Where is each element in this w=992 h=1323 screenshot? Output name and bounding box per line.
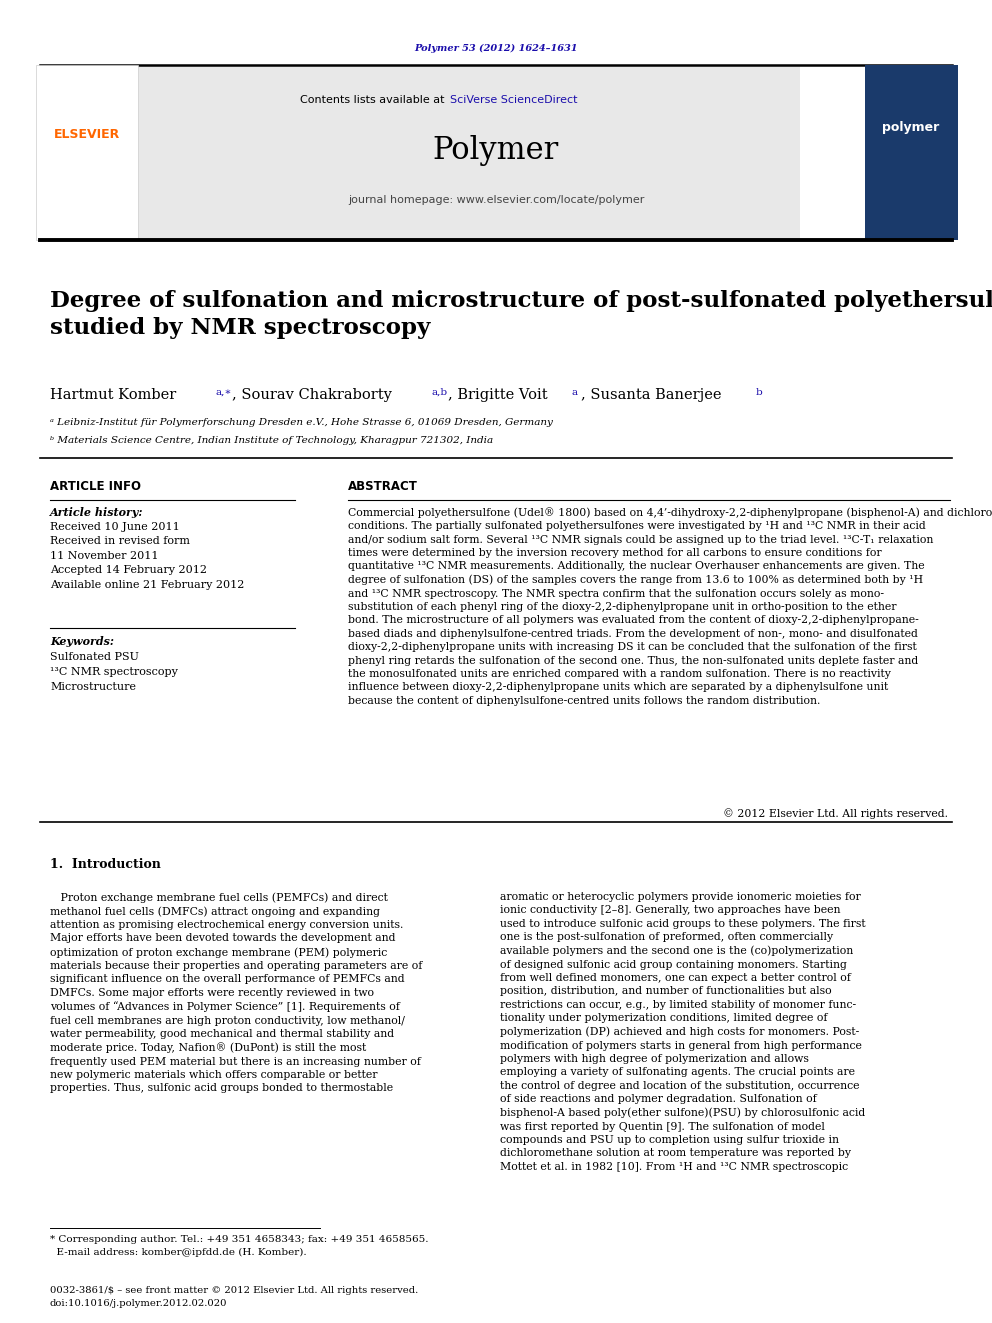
- Text: a,b: a,b: [432, 388, 448, 397]
- Text: , Sourav Chakraborty: , Sourav Chakraborty: [232, 388, 392, 402]
- Text: Polymer 53 (2012) 1624–1631: Polymer 53 (2012) 1624–1631: [415, 44, 577, 53]
- Text: ABSTRACT: ABSTRACT: [348, 480, 418, 493]
- FancyBboxPatch shape: [65, 65, 800, 239]
- Text: Degree of sulfonation and microstructure of post-sulfonated polyethersulfone
stu: Degree of sulfonation and microstructure…: [50, 290, 992, 339]
- Text: Hartmut Komber: Hartmut Komber: [50, 388, 177, 402]
- Text: * Corresponding author. Tel.: +49 351 4658343; fax: +49 351 4658565.
  E-mail ad: * Corresponding author. Tel.: +49 351 46…: [50, 1234, 429, 1257]
- Text: a,∗: a,∗: [216, 388, 232, 397]
- Text: Proton exchange membrane fuel cells (PEMFCs) and direct
methanol fuel cells (DMF: Proton exchange membrane fuel cells (PEM…: [50, 892, 423, 1093]
- Text: a: a: [572, 388, 578, 397]
- Text: SciVerse ScienceDirect: SciVerse ScienceDirect: [450, 95, 577, 105]
- Text: © 2012 Elsevier Ltd. All rights reserved.: © 2012 Elsevier Ltd. All rights reserved…: [723, 808, 948, 819]
- Text: Commercial polyethersulfone (Udel® 1800) based on 4,4’-dihydroxy-2,2-diphenylpro: Commercial polyethersulfone (Udel® 1800)…: [348, 507, 992, 705]
- Text: ᵇ Materials Science Centre, Indian Institute of Technology, Kharagpur 721302, In: ᵇ Materials Science Centre, Indian Insti…: [50, 437, 493, 445]
- Text: ᵃ Leibniz-Institut für Polymerforschung Dresden e.V., Hohe Strasse 6, 01069 Dres: ᵃ Leibniz-Institut für Polymerforschung …: [50, 418, 553, 427]
- Text: b: b: [756, 388, 763, 397]
- FancyBboxPatch shape: [36, 65, 138, 239]
- Text: 0032-3861/$ – see front matter © 2012 Elsevier Ltd. All rights reserved.
doi:10.: 0032-3861/$ – see front matter © 2012 El…: [50, 1286, 419, 1307]
- Text: Article history:: Article history:: [50, 507, 144, 519]
- FancyBboxPatch shape: [865, 65, 958, 239]
- Text: Sulfonated PSU
¹³C NMR spectroscopy
Microstructure: Sulfonated PSU ¹³C NMR spectroscopy Micr…: [50, 652, 178, 692]
- Text: 1.  Introduction: 1. Introduction: [50, 859, 161, 871]
- Text: journal homepage: www.elsevier.com/locate/polymer: journal homepage: www.elsevier.com/locat…: [348, 194, 644, 205]
- Text: aromatic or heterocyclic polymers provide ionomeric moieties for
ionic conductiv: aromatic or heterocyclic polymers provid…: [500, 892, 866, 1172]
- Text: Keywords:: Keywords:: [50, 636, 114, 647]
- Text: , Susanta Banerjee: , Susanta Banerjee: [581, 388, 721, 402]
- Text: , Brigitte Voit: , Brigitte Voit: [448, 388, 548, 402]
- Text: Contents lists available at: Contents lists available at: [300, 95, 448, 105]
- Text: polymer: polymer: [882, 122, 939, 135]
- Text: ARTICLE INFO: ARTICLE INFO: [50, 480, 141, 493]
- Text: Received 10 June 2011
Received in revised form
11 November 2011
Accepted 14 Febr: Received 10 June 2011 Received in revise…: [50, 523, 244, 590]
- Text: ELSEVIER: ELSEVIER: [54, 128, 120, 142]
- Text: Polymer: Polymer: [433, 135, 559, 165]
